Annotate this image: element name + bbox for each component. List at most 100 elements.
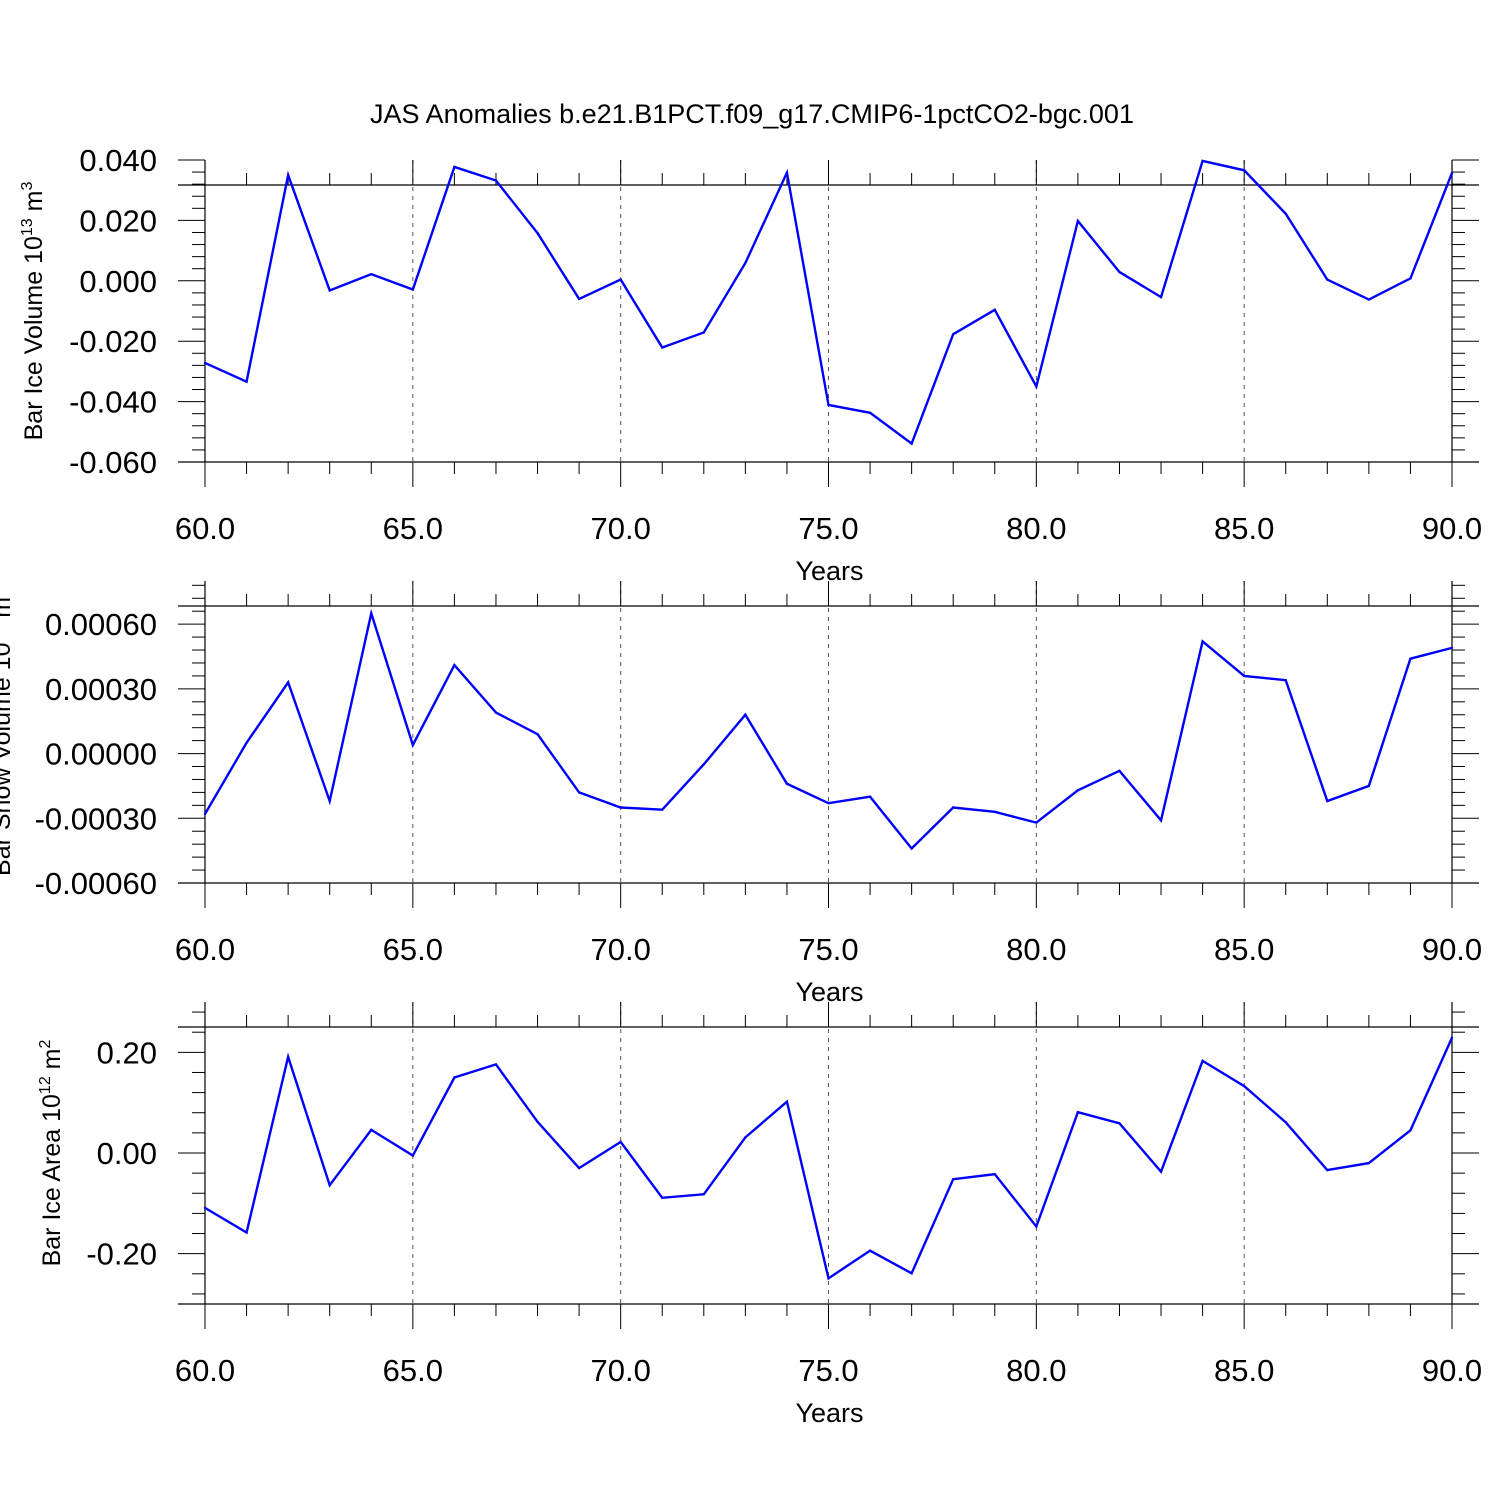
data-point [910, 442, 913, 445]
data-point [827, 403, 830, 407]
x-tick-label: 65.0 [383, 1353, 443, 1388]
y-tick-label: 0.000 [79, 264, 157, 299]
data-point [1035, 1225, 1038, 1228]
data-point [1159, 1170, 1163, 1173]
y-tick-label: -0.20 [86, 1237, 157, 1272]
data-point [453, 165, 456, 169]
data-point [1326, 278, 1329, 281]
data-point [286, 1055, 290, 1059]
data-point [203, 812, 207, 816]
data-point [370, 272, 373, 276]
data-point [1409, 1129, 1412, 1132]
data-point [744, 261, 747, 265]
data-point [1326, 799, 1329, 803]
data-point [785, 171, 789, 174]
data-point [1284, 1121, 1287, 1124]
y-tick-label: -0.040 [69, 385, 157, 420]
data-point [245, 380, 248, 383]
data-point [702, 331, 705, 334]
data-point [453, 663, 456, 667]
data-point [286, 173, 290, 177]
data-point [1326, 1168, 1329, 1172]
data-point [1118, 769, 1121, 773]
y-tick-label: 0.20 [97, 1035, 157, 1070]
data-point [1118, 270, 1121, 274]
y-tick-label: -0.00060 [35, 866, 157, 901]
data-point [1201, 640, 1204, 643]
data-point [370, 612, 373, 615]
data-point [1242, 674, 1246, 678]
data-point [203, 1206, 207, 1210]
data-point [1284, 212, 1287, 215]
data-point [952, 1177, 955, 1181]
y-tick-label: -0.00030 [35, 801, 157, 836]
data-point [536, 732, 539, 736]
data-point [1159, 295, 1163, 299]
data-point [910, 847, 913, 850]
data-point [619, 278, 622, 281]
data-point [411, 743, 415, 747]
data-point [203, 361, 207, 365]
data-point [245, 1231, 248, 1234]
x-tick-label: 70.0 [590, 511, 650, 546]
x-tick-label: 75.0 [798, 932, 858, 967]
data-point [702, 1193, 705, 1196]
data-point [1450, 1036, 1454, 1039]
y-axis-label: Bar Ice Area 1012 m2 [37, 1040, 66, 1267]
data-point [1076, 789, 1080, 792]
x-axis-label: Years [795, 1398, 863, 1428]
data-point [993, 810, 996, 814]
x-tick-label: 60.0 [175, 932, 235, 967]
data-point [661, 808, 664, 811]
data-point [868, 411, 872, 414]
data-point [1367, 298, 1371, 301]
data-point [993, 1172, 996, 1176]
y-tick-label: 0.00 [97, 1136, 157, 1171]
data-point [619, 1140, 622, 1144]
y-tick-label: 0.00030 [45, 672, 157, 707]
x-axis-label: Years [795, 556, 863, 586]
y-axis-label: Bar Snow Volume 1013 m3 [0, 588, 16, 876]
data-point [245, 741, 248, 744]
data-point [993, 308, 996, 311]
y-tick-label: -0.020 [69, 324, 157, 359]
data-point [328, 799, 331, 803]
data-point [868, 1249, 872, 1252]
data-point [1035, 385, 1038, 388]
data-point [744, 1136, 747, 1139]
x-tick-label: 70.0 [590, 932, 650, 967]
y-axis-label: Bar Ice Volume 1013 m3 [19, 182, 48, 441]
data-point [411, 288, 415, 291]
data-point [494, 179, 498, 182]
data-point [494, 1063, 498, 1066]
data-point [785, 782, 789, 785]
x-tick-label: 65.0 [383, 932, 443, 967]
data-point [453, 1076, 456, 1079]
series-line [204, 159, 1454, 446]
data-point [619, 806, 622, 809]
series-line [203, 608, 1453, 851]
data-point [1367, 1161, 1371, 1165]
x-tick-label: 65.0 [383, 511, 443, 546]
data-point [536, 1120, 539, 1123]
data-point [702, 763, 705, 766]
data-point [286, 681, 290, 684]
y-tick-label: -0.060 [69, 445, 157, 480]
data-point [1242, 1084, 1246, 1088]
data-point [1450, 646, 1454, 650]
data-point [785, 1100, 789, 1103]
data-point [1409, 277, 1412, 280]
data-point [577, 297, 581, 301]
data-point [1409, 657, 1412, 660]
x-tick-label: 80.0 [1006, 932, 1066, 967]
y-tick-label: 0.020 [79, 203, 157, 238]
data-point [868, 795, 872, 798]
y-tick-label: 0.040 [79, 143, 157, 178]
x-tick-label: 85.0 [1214, 1353, 1274, 1388]
data-point [411, 1154, 415, 1157]
chart-panel-1: -0.060 -0.040 -0.020 0.000 0.020 0.040 60.0 65.… [19, 143, 1482, 586]
data-point [661, 346, 664, 349]
x-tick-label: 75.0 [798, 1353, 858, 1388]
